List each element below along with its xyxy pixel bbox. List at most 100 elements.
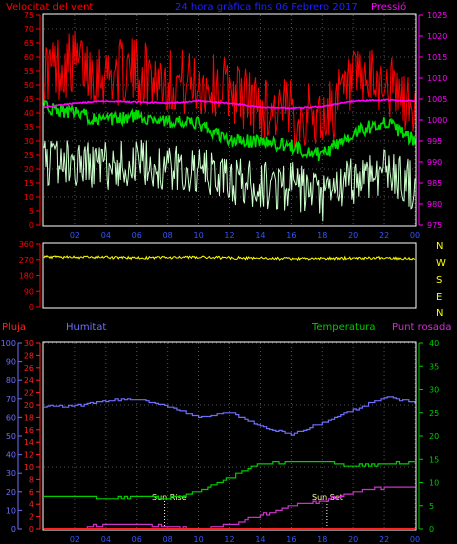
wind-x-tick-label: 20 <box>348 231 358 240</box>
wind-tick-label: 5 <box>29 207 34 216</box>
pressure-tick-label: 1010 <box>427 74 447 83</box>
temperature-tick-label: 35 <box>429 362 439 371</box>
humidity-tick-label: 60 <box>6 413 16 422</box>
wind-tick-label: 65 <box>24 39 34 48</box>
direction-tick-label: 90 <box>24 287 34 296</box>
rain-tick-label: 24 <box>24 376 34 385</box>
direction-tick-label: 270 <box>19 256 34 265</box>
wind-min-series <box>43 139 416 222</box>
atmosphere-x-tick-label: 12 <box>224 535 234 544</box>
atmosphere-x-tick-label: 02 <box>70 535 80 544</box>
pressure-tick-label: 975 <box>427 221 442 230</box>
rain-tick-label: 30 <box>24 339 34 348</box>
pressure-tick-label: 1025 <box>427 11 447 20</box>
atmosphere-x-tick-label: 06 <box>132 535 142 544</box>
atmosphere-x-tick-label: 22 <box>379 535 389 544</box>
wind-tick-label: 15 <box>24 179 34 188</box>
legend-temperature: Temperatura <box>311 322 376 333</box>
legend-dewpoint: Punt rosada <box>392 322 451 333</box>
compass-label-n-bottom: N <box>436 308 443 319</box>
temperature-tick-label: 15 <box>429 455 439 464</box>
temperature-tick-label: 30 <box>429 386 439 395</box>
wind-tick-label: 70 <box>24 25 34 34</box>
direction-tick-label: 0 <box>29 303 34 312</box>
wind-x-tick-label: 02 <box>70 231 80 240</box>
dewpoint-series <box>44 486 415 530</box>
temperature-tick-label: 5 <box>429 502 434 511</box>
atmosphere-x-tick-label: 14 <box>255 535 265 544</box>
wind-tick-label: 30 <box>24 137 34 146</box>
rain-tick-label: 2 <box>29 513 34 522</box>
pressure-tick-label: 995 <box>427 137 442 146</box>
humidity-tick-label: 80 <box>6 376 16 385</box>
pressure-series <box>43 98 416 110</box>
compass-label-s: S <box>436 275 442 286</box>
pressure-tick-label: 990 <box>427 158 442 167</box>
wind-tick-label: 25 <box>24 151 34 160</box>
humidity-series <box>44 396 416 436</box>
atmosphere-x-tick-label: 20 <box>348 535 358 544</box>
humidity-tick-label: 70 <box>6 395 16 404</box>
pressure-tick-label: 980 <box>427 200 442 209</box>
wind-tick-label: 35 <box>24 123 34 132</box>
wind-tick-label: 75 <box>24 11 34 20</box>
atmosphere-x-tick-label: 00 <box>410 535 420 544</box>
rain-tick-label: 10 <box>24 463 34 472</box>
rain-tick-label: 28 <box>24 351 34 360</box>
temperature-tick-label: 0 <box>429 525 434 534</box>
rain-tick-label: 18 <box>24 413 34 422</box>
compass-label-w: W <box>436 258 446 269</box>
wind-gust-series <box>43 31 416 148</box>
humidity-tick-label: 20 <box>6 488 16 497</box>
pressure-tick-label: 1005 <box>427 95 447 104</box>
wind-tick-label: 60 <box>24 53 34 62</box>
humidity-tick-label: 0 <box>11 525 16 534</box>
direction-panel <box>42 242 417 309</box>
humidity-tick-label: 90 <box>6 358 16 367</box>
rain-tick-label: 6 <box>29 488 34 497</box>
atmosphere-x-tick-label: 08 <box>163 535 173 544</box>
rain-tick-label: 14 <box>24 438 34 447</box>
legend-rain: Pluja <box>2 322 26 333</box>
rain-tick-label: 0 <box>29 525 34 534</box>
rain-tick-label: 20 <box>24 401 34 410</box>
wind-tick-label: 20 <box>24 165 34 174</box>
rain-tick-label: 4 <box>29 500 34 509</box>
temperature-tick-label: 40 <box>429 339 439 348</box>
wind-x-tick-label: 16 <box>286 231 296 240</box>
wind-x-tick-label: 22 <box>379 231 389 240</box>
wind-x-tick-label: 06 <box>132 231 142 240</box>
compass-label-n-top: N <box>436 241 443 252</box>
humidity-tick-label: 10 <box>6 506 16 515</box>
humidity-tick-label: 50 <box>6 432 16 441</box>
sun-set-label: Sun Set <box>312 493 343 502</box>
pressure-tick-label: 1020 <box>427 32 447 41</box>
temperature-tick-label: 20 <box>429 432 439 441</box>
atmosphere-x-tick-label: 04 <box>101 535 111 544</box>
wind-tick-label: 45 <box>24 95 34 104</box>
compass-label-e: E <box>436 292 442 303</box>
wind-tick-label: 55 <box>24 67 34 76</box>
legend-humidity: Humitat <box>66 322 106 333</box>
pressure-tick-label: 985 <box>427 179 442 188</box>
wind-x-tick-label: 00 <box>410 231 420 240</box>
wind-x-tick-label: 18 <box>317 231 327 240</box>
atmosphere-x-tick-label: 18 <box>317 535 327 544</box>
humidity-tick-label: 40 <box>6 451 16 460</box>
chart-title: 24 hora gràfica fins 06 Febrero 2017 <box>175 1 358 13</box>
rain-tick-label: 12 <box>24 451 34 460</box>
rain-tick-label: 22 <box>24 389 34 398</box>
direction-series <box>43 255 416 262</box>
wind-tick-label: 40 <box>24 109 34 118</box>
wind-avg-series <box>43 100 416 162</box>
wind-tick-label: 0 <box>29 221 34 230</box>
wind-tick-label: 10 <box>24 193 34 202</box>
atmosphere-x-tick-label: 10 <box>193 535 203 544</box>
wind-x-tick-label: 14 <box>255 231 265 240</box>
pressure-tick-label: 1015 <box>427 53 447 62</box>
temperature-tick-label: 10 <box>429 479 439 488</box>
pressure-axis-title: Pressió <box>371 1 406 13</box>
pressure-tick-label: 1000 <box>427 116 447 125</box>
temperature-series <box>44 461 415 500</box>
